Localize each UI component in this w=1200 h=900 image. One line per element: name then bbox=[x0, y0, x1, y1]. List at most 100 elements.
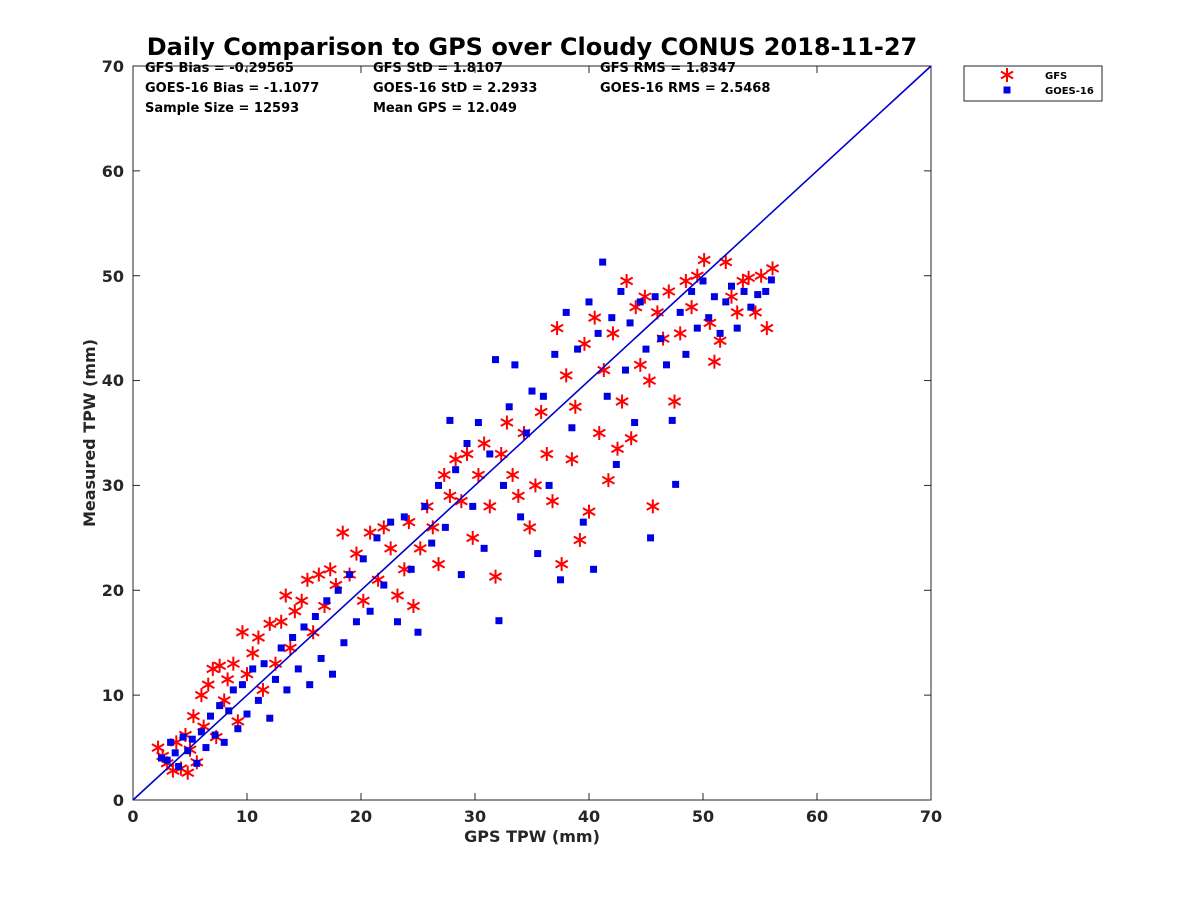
gfs-point bbox=[449, 452, 463, 467]
goes16-point bbox=[329, 670, 336, 678]
gfs-point bbox=[256, 682, 270, 697]
y-tick-label: 50 bbox=[102, 267, 124, 286]
gfs-point bbox=[466, 530, 480, 545]
goes16-point bbox=[528, 387, 536, 395]
goes16-point bbox=[457, 571, 465, 579]
gfs-point bbox=[500, 415, 514, 430]
goes16-point bbox=[505, 403, 513, 411]
gfs-point bbox=[235, 625, 250, 640]
gfs-point bbox=[300, 572, 315, 587]
gfs-point bbox=[679, 273, 693, 288]
gfs-point bbox=[730, 305, 744, 320]
goes16-point bbox=[762, 287, 770, 295]
goes16-point bbox=[511, 361, 519, 369]
stats-block: GFS Bias = -0.29565 GFS StD = 1.8107 GFS… bbox=[145, 61, 770, 116]
gfs-point bbox=[685, 300, 699, 315]
x-tick-label: 40 bbox=[578, 807, 600, 826]
goes16-point bbox=[197, 728, 205, 736]
goes16-point bbox=[722, 298, 730, 306]
gfs-point bbox=[437, 467, 451, 482]
goes16-point bbox=[733, 324, 741, 332]
goes16-point bbox=[612, 460, 620, 468]
goes16-point bbox=[202, 744, 210, 752]
legend-goes16-square bbox=[1003, 86, 1011, 94]
goes16-point bbox=[539, 392, 547, 400]
goes16-point bbox=[651, 293, 659, 301]
stat-gfs-rms: GFS RMS = 1.8347 bbox=[600, 61, 736, 76]
gfs-point bbox=[511, 488, 525, 503]
goes16-point bbox=[551, 350, 559, 358]
goes16-point bbox=[366, 607, 374, 615]
goes16-point bbox=[400, 513, 408, 521]
gfs-point bbox=[707, 354, 721, 369]
x-tick-label: 70 bbox=[920, 807, 942, 826]
gfs-point bbox=[246, 646, 260, 661]
gfs-point bbox=[477, 436, 491, 451]
gfs-point bbox=[633, 357, 647, 372]
gfs-point bbox=[742, 270, 756, 285]
goes16-point bbox=[590, 565, 598, 573]
goes16-point bbox=[626, 319, 634, 327]
goes16-point bbox=[621, 366, 629, 374]
goes16-point bbox=[254, 696, 262, 704]
gfs-point bbox=[390, 588, 405, 603]
x-axis-label: GPS TPW (mm) bbox=[464, 827, 600, 846]
goes16-point bbox=[594, 329, 602, 337]
goes16-point bbox=[393, 618, 401, 626]
gfs-point bbox=[312, 567, 326, 582]
gfs-point bbox=[226, 656, 240, 671]
goes16-point bbox=[710, 293, 718, 301]
gfs-point bbox=[506, 467, 520, 482]
goes16-point bbox=[311, 613, 319, 620]
gfs-point bbox=[588, 310, 602, 325]
goes16-point bbox=[668, 416, 676, 424]
goes16-point bbox=[676, 308, 684, 316]
gfs-point bbox=[323, 562, 337, 577]
x-tick-label: 50 bbox=[692, 807, 714, 826]
gfs-point bbox=[288, 604, 302, 619]
goes16-point bbox=[545, 481, 553, 489]
legend-gfs-label: GFS bbox=[1045, 71, 1067, 82]
gfs-point bbox=[201, 677, 215, 692]
goes16-point bbox=[682, 350, 690, 358]
gfs-point bbox=[765, 261, 780, 276]
goes16-point bbox=[693, 324, 701, 332]
goes16-point bbox=[289, 633, 297, 641]
gfs-point bbox=[667, 394, 682, 409]
goes16-point bbox=[688, 287, 696, 295]
goes16-point bbox=[249, 665, 257, 673]
goes16-point bbox=[234, 725, 242, 733]
x-tick-label: 0 bbox=[127, 807, 138, 826]
legend-box bbox=[963, 65, 1103, 102]
goes16-point bbox=[452, 466, 460, 474]
gfs-point bbox=[592, 426, 606, 440]
goes16-point bbox=[579, 518, 587, 526]
goes16-point bbox=[300, 623, 308, 631]
y-tick-label: 10 bbox=[102, 686, 124, 705]
gfs-point bbox=[615, 394, 629, 409]
goes16-point bbox=[175, 762, 183, 770]
gfs-point bbox=[697, 252, 711, 267]
gfs-point bbox=[601, 473, 615, 488]
gfs-point bbox=[221, 672, 235, 687]
gfs-point bbox=[624, 431, 638, 446]
goes16-point bbox=[672, 480, 680, 488]
y-tick-label: 70 bbox=[102, 57, 124, 76]
gfs-point bbox=[565, 452, 579, 467]
gfs-point bbox=[568, 399, 582, 414]
goes16-point bbox=[387, 518, 395, 526]
y-tick-label: 20 bbox=[102, 581, 124, 600]
stat-goes-std: GOES-16 StD = 2.2933 bbox=[373, 81, 537, 96]
legend-goes16-marker bbox=[1003, 86, 1011, 94]
goes16-point bbox=[469, 502, 477, 510]
goes16-point bbox=[207, 712, 215, 720]
goes16-point bbox=[317, 654, 325, 662]
goes16-point bbox=[323, 597, 331, 605]
x-tick-label: 10 bbox=[236, 807, 258, 826]
x-tick-label: 30 bbox=[464, 807, 486, 826]
gfs-point bbox=[454, 494, 468, 509]
goes16-point bbox=[517, 513, 525, 521]
goes16-point bbox=[562, 308, 570, 316]
goes16-point bbox=[373, 534, 381, 542]
